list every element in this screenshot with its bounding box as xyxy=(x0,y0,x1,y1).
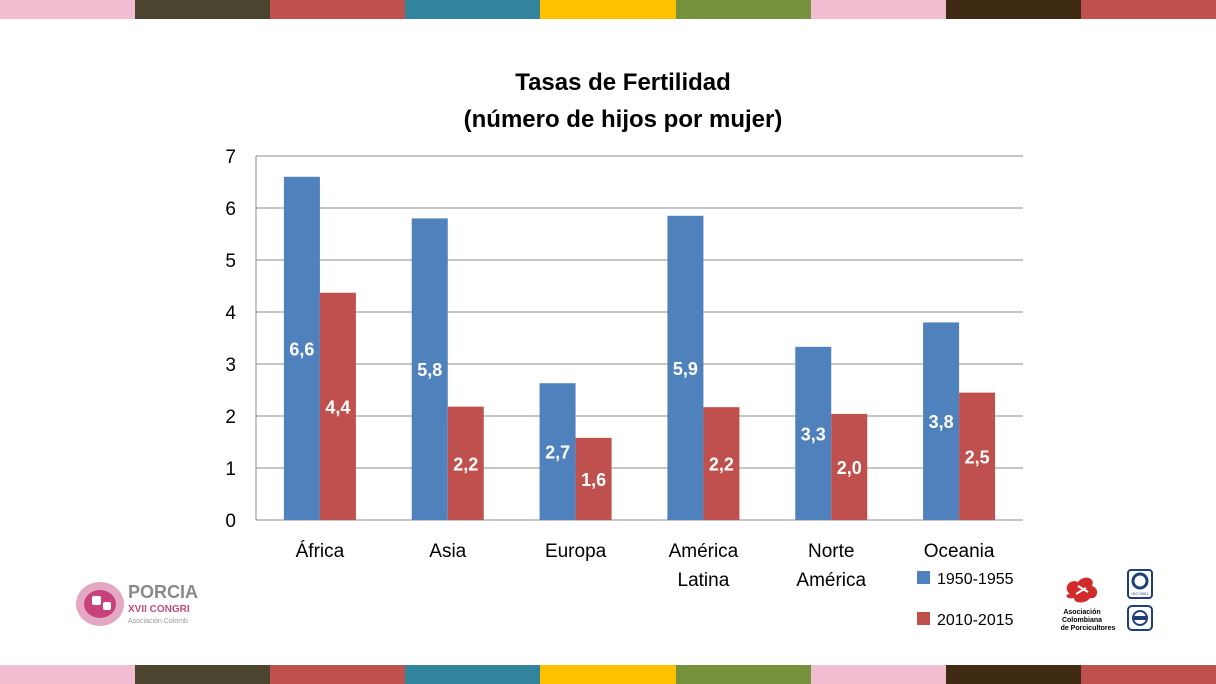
top-color-stripe xyxy=(0,0,1216,19)
bar-1950-1955 xyxy=(411,218,448,520)
asociacion-logo-line3: de Porcicultores xyxy=(1061,625,1116,632)
bottom-color-stripe xyxy=(0,665,1216,684)
data-label: 2,2 xyxy=(709,455,734,475)
bar-2010-2015 xyxy=(447,406,484,520)
stripe-segment xyxy=(810,665,946,684)
y-tick-label: 6 xyxy=(225,199,236,220)
bar-1950-1955 xyxy=(283,176,320,521)
data-label: 2,7 xyxy=(545,443,570,463)
asociacion-porcicultores-logo: Asociación Colombiana de Porcicultores I… xyxy=(1061,569,1153,632)
x-tick-label: América xyxy=(669,541,739,562)
data-label: 3,3 xyxy=(801,424,826,444)
data-label: 2,0 xyxy=(837,458,862,478)
stripe-segment xyxy=(540,665,676,684)
data-label: 6,6 xyxy=(289,339,314,359)
porcia-logo: PORCIA XVII CONGRI Asociación Colomb xyxy=(76,582,198,626)
stripe-segment xyxy=(1080,665,1216,684)
y-tick-label: 4 xyxy=(225,303,236,324)
data-label: 1,6 xyxy=(581,470,606,490)
porcia-logo-title: PORCIA xyxy=(128,582,198,602)
chart-subtitle: (número de hijos por mujer) xyxy=(464,106,783,133)
x-tick-label: África xyxy=(296,541,345,562)
stripe-segment xyxy=(0,665,136,684)
legend-swatch xyxy=(917,571,930,584)
stripe-segment xyxy=(135,665,271,684)
bar-1950-1955 xyxy=(923,322,960,520)
data-label: 2,2 xyxy=(453,454,478,474)
chart-title: Tasas de Fertilidad xyxy=(515,69,731,96)
stripe-segment xyxy=(135,0,271,19)
y-tick-label: 7 xyxy=(225,147,236,168)
stripe-segment xyxy=(270,665,406,684)
bar-2010-2015 xyxy=(319,292,356,520)
x-tick-label: América xyxy=(796,570,866,591)
x-tick-label: Oceania xyxy=(924,541,995,562)
stripe-segment xyxy=(810,0,946,19)
asociacion-logo-line2: Colombiana xyxy=(1062,617,1102,624)
asociacion-logo-line1: Asociación xyxy=(1063,609,1100,616)
bar-2010-2015 xyxy=(831,413,868,520)
legend-label: 2010-2015 xyxy=(937,612,1014,629)
data-label: 2,5 xyxy=(965,447,990,467)
iso-badge-label: ISO 9001 xyxy=(1132,591,1150,596)
x-tick-label: Europa xyxy=(545,541,607,562)
porcia-logo-subtitle: XVII CONGRI xyxy=(128,604,190,615)
bar-1950-1955 xyxy=(667,215,704,521)
data-label: 5,8 xyxy=(417,360,442,380)
x-tick-label: Asia xyxy=(429,541,466,562)
stripe-segment xyxy=(945,0,1081,19)
bar-1950-1955 xyxy=(539,383,576,520)
legend-label: 1950-1955 xyxy=(937,571,1014,588)
data-label: 4,4 xyxy=(325,397,350,417)
y-tick-label: 3 xyxy=(225,355,236,376)
stripe-segment xyxy=(270,0,406,19)
stripe-segment xyxy=(675,665,811,684)
stripe-segment xyxy=(0,0,136,19)
porcia-logo-caption: Asociación Colomb xyxy=(128,618,188,625)
y-tick-label: 1 xyxy=(225,459,236,480)
bar-2010-2015 xyxy=(575,437,612,520)
x-tick-label: Norte xyxy=(808,541,854,562)
x-tick-label: Latina xyxy=(678,570,730,591)
stripe-segment xyxy=(540,0,676,19)
bar-2010-2015 xyxy=(959,392,996,520)
y-tick-label: 5 xyxy=(225,251,236,272)
data-label: 5,9 xyxy=(673,359,698,379)
bar-1950-1955 xyxy=(795,346,832,520)
legend-swatch xyxy=(917,612,930,625)
stripe-segment xyxy=(945,665,1081,684)
data-label: 3,8 xyxy=(929,412,954,432)
bar-2010-2015 xyxy=(703,407,740,520)
stripe-segment xyxy=(1080,0,1216,19)
y-tick-label: 2 xyxy=(225,407,236,428)
stripe-segment xyxy=(675,0,811,19)
stripe-segment xyxy=(405,0,541,19)
y-tick-label: 0 xyxy=(225,511,236,532)
stripe-segment xyxy=(405,665,541,684)
